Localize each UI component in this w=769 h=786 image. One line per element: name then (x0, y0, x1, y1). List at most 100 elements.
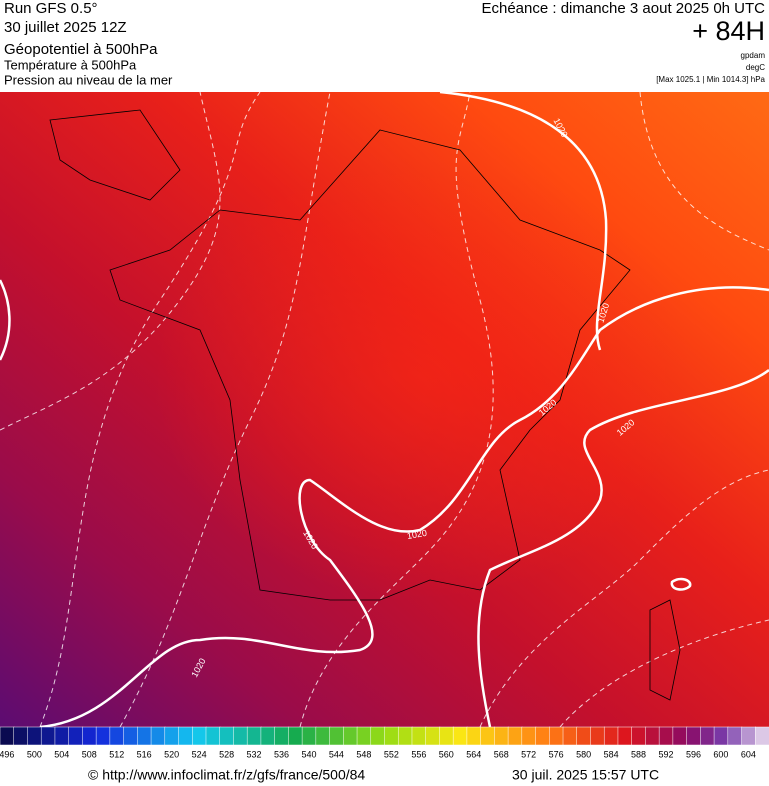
colorbar-cell (562, 726, 578, 746)
colorbar-cell (741, 726, 757, 746)
colorbar-cell (535, 726, 551, 746)
colorbar-cell (494, 726, 509, 746)
colorbar-label: 544 (329, 749, 344, 759)
colorbar-cell (452, 726, 468, 746)
colorbar-cell (576, 726, 592, 746)
colorbar-cell (343, 726, 358, 746)
colorbar-label: 548 (356, 749, 371, 759)
isobars (0, 90, 769, 729)
colorbar-label: 532 (247, 749, 262, 759)
colorbar-cell (370, 726, 386, 746)
colorbar-cell (54, 726, 70, 746)
colorbar-cell (150, 726, 166, 746)
colorbar-label: 516 (137, 749, 152, 759)
colorbar-cell (315, 726, 331, 746)
colorbar-cell (631, 726, 647, 746)
colorbar-label: 572 (521, 749, 536, 759)
colorbar-label: 496 (0, 749, 14, 759)
colorbar-cell (397, 726, 413, 746)
timestamp: 30 juil. 2025 15:57 UTC (512, 767, 659, 783)
colorbar-cell (603, 726, 619, 746)
colorbar-cell (700, 726, 715, 746)
colorbar-label: 512 (109, 749, 124, 759)
colorbar-label: 580 (576, 749, 591, 759)
colorbar-cell (466, 726, 482, 746)
colorbar-cell (645, 726, 660, 746)
colorbar-label: 528 (219, 749, 234, 759)
colorbar-label: 588 (631, 749, 646, 759)
layer: Géopotentiel à 500hPa (4, 41, 158, 58)
colorbar-cell (0, 726, 15, 746)
colorbar-label: 556 (411, 749, 426, 759)
colorbar-cell (439, 726, 454, 746)
header: Run GFS 0.5° 30 juillet 2025 12Z Géopote… (4, 0, 766, 87)
colorbar-label: 576 (549, 749, 564, 759)
colorbar-cell (109, 726, 125, 746)
colorbar-cell (40, 726, 56, 746)
colorbar-cell (260, 726, 276, 746)
pressure-range: [Max 1025.1 | Min 1014.3] hPa (656, 75, 765, 84)
colorbar-label: 524 (192, 749, 207, 759)
colorbar-cell (686, 726, 702, 746)
colorbar-cell (480, 726, 496, 746)
colorbar-cell (356, 726, 372, 746)
colorbar-label: 568 (494, 749, 509, 759)
valid-time: Echéance : dimanche 3 aout 2025 0h UTC (481, 0, 765, 17)
colorbar-cell (329, 726, 345, 746)
colorbar-cell (411, 726, 427, 746)
lead-time: + 84H (692, 16, 765, 46)
colorbar-cell (137, 726, 152, 746)
colorbar-cell (713, 726, 729, 746)
layer: Température à 500hPa (4, 57, 137, 72)
colorbar-cell (521, 726, 537, 746)
colorbar-cell (13, 726, 29, 746)
colorbar-cell (246, 726, 262, 746)
colorbar-cell (727, 726, 743, 746)
colorbar-label: 596 (686, 749, 701, 759)
colorbar-label: 520 (164, 749, 179, 759)
colorbar-cell (233, 726, 248, 746)
colorbar-cell (425, 726, 441, 746)
colorbar-cell (123, 726, 139, 746)
unit: degC (746, 63, 765, 72)
colorbar-cell (192, 726, 207, 746)
coastlines (49, 109, 681, 701)
contour-label: 1020 (406, 528, 427, 541)
run: 30 juillet 2025 12Z (4, 19, 127, 36)
colorbar-cell (219, 726, 235, 746)
colorbar-cell (274, 726, 290, 746)
colorbar-cell (507, 726, 523, 746)
colorbar-label: 552 (384, 749, 399, 759)
colorbar-label: 504 (54, 749, 69, 759)
colorbar-cell (164, 726, 180, 746)
colorbar-label: 560 (439, 749, 454, 759)
colorbar-label: 604 (741, 749, 756, 759)
colorbar-cell (288, 726, 303, 746)
colorbar-cell (178, 726, 193, 746)
colorbar-cell (617, 726, 633, 746)
colorbar-label: 536 (274, 749, 289, 759)
colorbar-cell (384, 726, 399, 746)
colorbar-label: 592 (658, 749, 673, 759)
colorbar-cell (301, 726, 317, 746)
title: Run GFS 0.5° (4, 0, 98, 17)
source: © http://www.infoclimat.fr/z/gfs/france/… (88, 767, 365, 783)
map-field (0, 92, 769, 727)
colorbar: 496 500 504 508 512 516 520 524 528 532 536 540 544 5… (0, 726, 769, 759)
colorbar-cell (672, 726, 688, 746)
colorbar-cell (658, 726, 674, 746)
colorbar-cell (27, 726, 42, 746)
unit: gpdam (741, 51, 766, 60)
colorbar-label: 600 (713, 749, 728, 759)
colorbar-label: 508 (82, 749, 97, 759)
isotherms (0, 91, 769, 728)
colorbar-cell (82, 726, 97, 746)
colorbar-label: 584 (604, 749, 619, 759)
colorbar-cell (95, 726, 111, 746)
colorbar-cell (755, 726, 769, 746)
colorbar-cell (590, 726, 605, 746)
colorbar-label: 500 (27, 749, 42, 759)
colorbar-cell (549, 726, 564, 746)
